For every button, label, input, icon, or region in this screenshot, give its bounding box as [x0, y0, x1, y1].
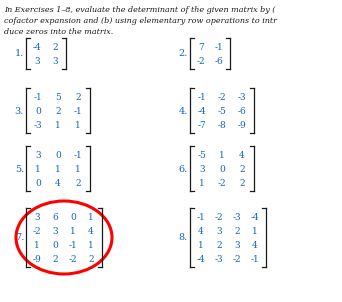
Text: 2: 2	[52, 255, 58, 264]
Text: -8: -8	[218, 120, 226, 130]
Text: 6.: 6.	[179, 165, 188, 174]
Text: 1: 1	[55, 120, 61, 130]
Text: -1: -1	[74, 107, 82, 115]
Text: 1: 1	[70, 226, 76, 236]
Text: 0: 0	[55, 150, 61, 159]
Text: -1: -1	[34, 92, 42, 101]
Text: -1: -1	[198, 92, 206, 101]
Text: 1: 1	[35, 165, 41, 174]
Text: -3: -3	[233, 213, 241, 221]
Text: 1.: 1.	[15, 50, 24, 59]
Text: 3: 3	[52, 56, 58, 66]
Text: 1: 1	[88, 240, 94, 249]
Text: -1: -1	[251, 255, 259, 264]
Text: 1: 1	[75, 165, 81, 174]
Text: 4: 4	[252, 240, 258, 249]
Text: 6: 6	[52, 213, 58, 221]
Text: -6: -6	[238, 107, 246, 115]
Text: 2: 2	[52, 43, 58, 52]
Text: 2: 2	[75, 178, 81, 188]
Text: 3: 3	[52, 226, 58, 236]
Text: 4: 4	[88, 226, 94, 236]
Text: 7: 7	[198, 43, 204, 52]
Text: -1: -1	[215, 43, 223, 52]
Text: -2: -2	[197, 56, 205, 66]
Text: 1: 1	[198, 240, 204, 249]
Text: -2: -2	[33, 226, 41, 236]
Text: 1: 1	[34, 240, 40, 249]
Text: -1: -1	[69, 240, 77, 249]
Text: 2: 2	[234, 226, 240, 236]
Text: -2: -2	[233, 255, 241, 264]
Text: -3: -3	[215, 255, 223, 264]
Text: 2: 2	[75, 92, 81, 101]
Text: 2: 2	[55, 107, 61, 115]
Text: 3: 3	[34, 56, 40, 66]
Text: 3: 3	[216, 226, 222, 236]
Text: 3.: 3.	[15, 107, 24, 115]
Text: 3: 3	[34, 213, 40, 221]
Text: -2: -2	[215, 213, 223, 221]
Text: 0: 0	[52, 240, 58, 249]
Text: 2: 2	[88, 255, 94, 264]
Text: 2: 2	[239, 165, 245, 174]
Text: 5: 5	[55, 92, 61, 101]
Text: -4: -4	[32, 43, 41, 52]
Text: 0: 0	[35, 107, 41, 115]
Text: 4: 4	[239, 150, 245, 159]
Text: duce zeros into the matrix.: duce zeros into the matrix.	[4, 28, 113, 36]
Text: -4: -4	[251, 213, 259, 221]
Text: -2: -2	[218, 92, 226, 101]
Text: -5: -5	[198, 150, 207, 159]
Text: -3: -3	[34, 120, 42, 130]
Text: 2: 2	[239, 178, 245, 188]
Text: 2: 2	[216, 240, 222, 249]
Text: -9: -9	[32, 255, 41, 264]
Text: 5.: 5.	[15, 165, 24, 174]
Text: -2: -2	[218, 178, 226, 188]
Text: -2: -2	[69, 255, 77, 264]
Text: -9: -9	[238, 120, 246, 130]
Text: cofactor expansion and (b) using elementary row operations to intr: cofactor expansion and (b) using element…	[4, 17, 277, 25]
Text: 1: 1	[75, 120, 81, 130]
Text: -1: -1	[74, 150, 82, 159]
Text: -6: -6	[215, 56, 223, 66]
Text: 0: 0	[219, 165, 225, 174]
Text: -1: -1	[197, 213, 206, 221]
Text: -4: -4	[198, 107, 206, 115]
Text: 4: 4	[55, 178, 61, 188]
Text: 4: 4	[198, 226, 204, 236]
Text: 2.: 2.	[179, 50, 188, 59]
Text: 7.: 7.	[15, 233, 24, 243]
Text: 0: 0	[70, 213, 76, 221]
Text: 1: 1	[199, 178, 205, 188]
Text: 3: 3	[199, 165, 205, 174]
Text: In Exercises 1–8, evaluate the determinant of the given matrix by (: In Exercises 1–8, evaluate the determina…	[4, 6, 275, 14]
Text: 1: 1	[252, 226, 258, 236]
Text: -4: -4	[197, 255, 206, 264]
Text: 0: 0	[35, 178, 41, 188]
Text: 8.: 8.	[179, 233, 188, 243]
Text: -7: -7	[198, 120, 206, 130]
Text: 3: 3	[35, 150, 41, 159]
Text: -5: -5	[218, 107, 226, 115]
Text: 4.: 4.	[179, 107, 188, 115]
Text: 1: 1	[219, 150, 225, 159]
Text: 1: 1	[88, 213, 94, 221]
Text: 1: 1	[55, 165, 61, 174]
Text: -3: -3	[238, 92, 246, 101]
Text: 3: 3	[234, 240, 240, 249]
